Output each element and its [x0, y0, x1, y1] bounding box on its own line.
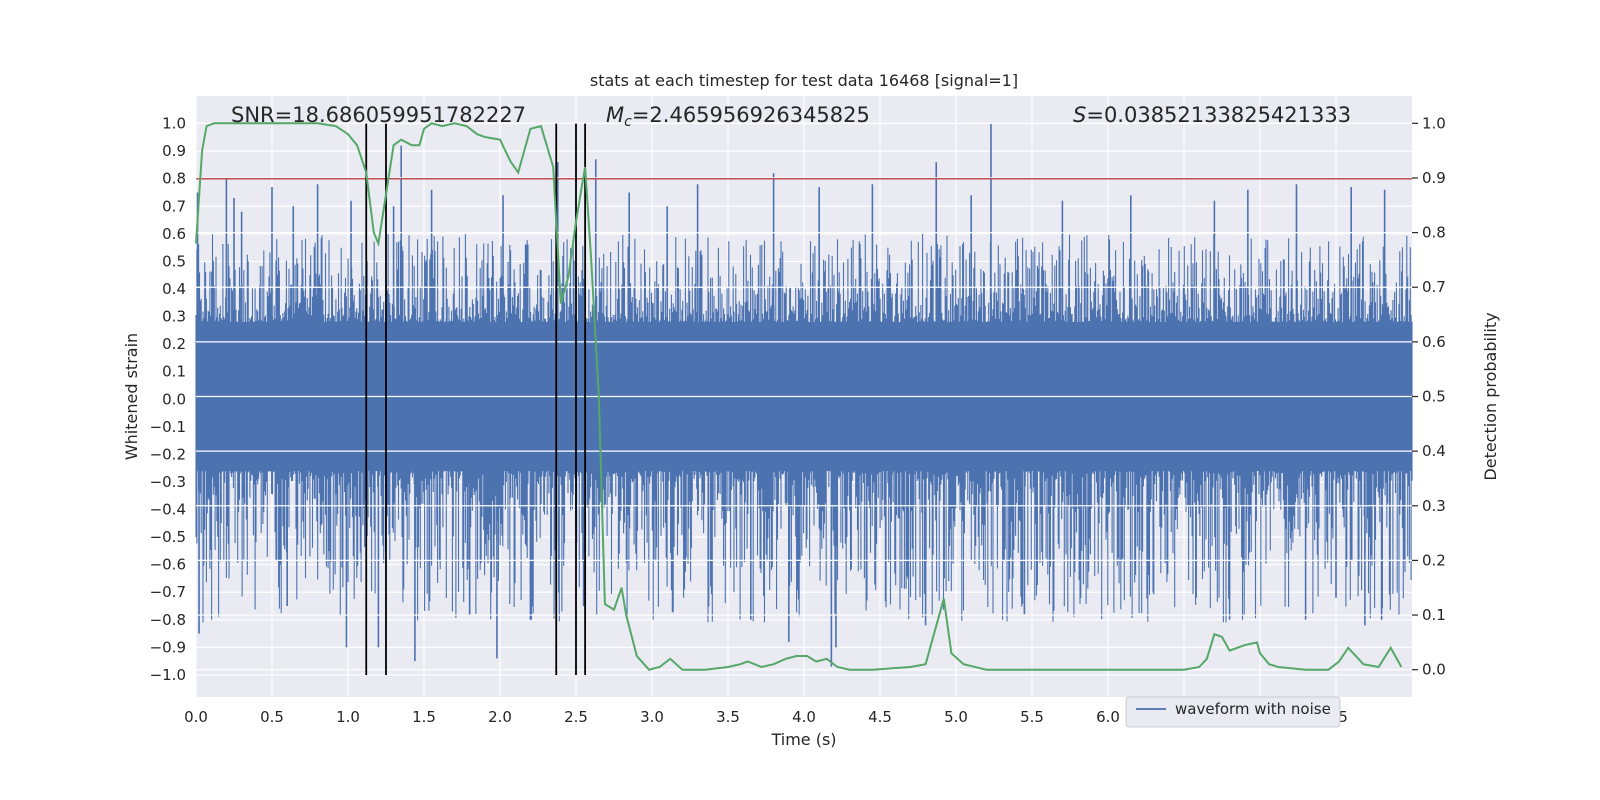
legend-box: [1125, 696, 1341, 728]
probability-series: [195, 122, 1403, 671]
x-tick-label: 3.5: [716, 708, 740, 726]
probability-line: [195, 122, 1403, 671]
y-right-tick-label: 1.0: [1422, 114, 1446, 132]
y-right-tick-label: 0.9: [1422, 169, 1446, 187]
grid-overlay: [196, 122, 1412, 671]
x-tick-label: 2.0: [488, 708, 512, 726]
y-tick-label: 0.0: [162, 390, 186, 408]
y-right-tick-label: 0.6: [1422, 333, 1446, 351]
x-tick-label: 3.0: [640, 708, 664, 726]
y-tick-label: −0.2: [150, 445, 186, 463]
x-tick-label: 0.5: [260, 708, 284, 726]
y-right-tick-label: 0.8: [1422, 224, 1446, 242]
x-tick-label: 2.5: [564, 708, 588, 726]
x-tick-label: 4.0: [792, 708, 816, 726]
y-tick-label: −1.0: [150, 666, 186, 684]
chirp-mass-symbol: M: [606, 103, 624, 127]
x-tick-label: 1.5: [412, 708, 436, 726]
y-axis-right-label: Detection probability: [1481, 312, 1500, 480]
legend: waveform with noise: [1125, 696, 1341, 728]
y-right-tick-label: 0.4: [1422, 442, 1446, 460]
y-tick-label: −0.4: [150, 501, 186, 519]
x-axis-label: Time (s): [770, 730, 836, 749]
legend-label-waveform: waveform with noise: [1175, 700, 1331, 718]
y-tick-label: −0.6: [150, 556, 186, 574]
s-symbol: S: [1073, 103, 1086, 127]
chirp-mass-value: =2.465956926345825: [632, 103, 870, 127]
y-right-tick-label: 0.7: [1422, 278, 1446, 296]
x-tick-label: 6.0: [1096, 708, 1120, 726]
chirp-mass-annotation: Mc=2.465956926345825: [606, 103, 870, 130]
left-axis-ticks: 1.0 0.9 0.8 0.7 0.6 0.5 0.4 0.3 0.2 0.1 0.0 −0.1 −0.…: [150, 115, 186, 684]
x-tick-label: 5.0: [944, 708, 968, 726]
y-right-tick-label: 0.3: [1422, 497, 1446, 515]
y-tick-label: −0.3: [150, 473, 186, 491]
chirp-mass-subscript: c: [624, 114, 632, 130]
y-right-tick-label: 0.0: [1422, 661, 1446, 679]
x-tick-label: 0.0: [184, 708, 208, 726]
y-tick-label: 0.4: [162, 280, 186, 298]
s-annotation: S=0.03852133825421333: [1073, 103, 1351, 127]
y-right-tick-label: 0.5: [1422, 388, 1446, 406]
y-tick-label: 0.9: [162, 142, 186, 160]
y-tick-label: −0.7: [150, 583, 186, 601]
s-value: =0.03852133825421333: [1086, 103, 1351, 127]
y-tick-label: −0.5: [150, 528, 186, 546]
y-axis-label: Whitened strain: [122, 333, 141, 460]
y-tick-label: 0.8: [162, 170, 186, 188]
x-tick-label: 5.5: [1020, 708, 1044, 726]
x-tick-label: 4.5: [868, 708, 892, 726]
y-tick-label: 0.5: [162, 252, 186, 270]
y-tick-label: 0.2: [162, 335, 186, 353]
right-axis-ticks: 1.0 0.9 0.8 0.7 0.6 0.5 0.4 0.3 0.2 0.1 0.0: [1412, 114, 1446, 679]
y-right-tick-label: 0.1: [1422, 606, 1446, 624]
chart-title: stats at each timestep for test data 164…: [590, 71, 1018, 90]
y-tick-label: −0.8: [150, 611, 186, 629]
waveform-noise: [195, 234, 1413, 623]
y-tick-label: −0.9: [150, 638, 186, 656]
y-tick-label: 0.3: [162, 308, 186, 326]
snr-annotation: SNR=18.686059951782227: [231, 103, 526, 127]
y-tick-label: 0.6: [162, 225, 186, 243]
x-tick-label: 1.0: [336, 708, 360, 726]
y-tick-label: 0.7: [162, 197, 186, 215]
y-right-tick-label: 0.2: [1422, 551, 1446, 569]
vertical-markers: [365, 123, 587, 675]
y-tick-label: 1.0: [162, 115, 186, 133]
y-tick-label: 0.1: [162, 363, 186, 381]
y-tick-label: −0.1: [150, 418, 186, 436]
